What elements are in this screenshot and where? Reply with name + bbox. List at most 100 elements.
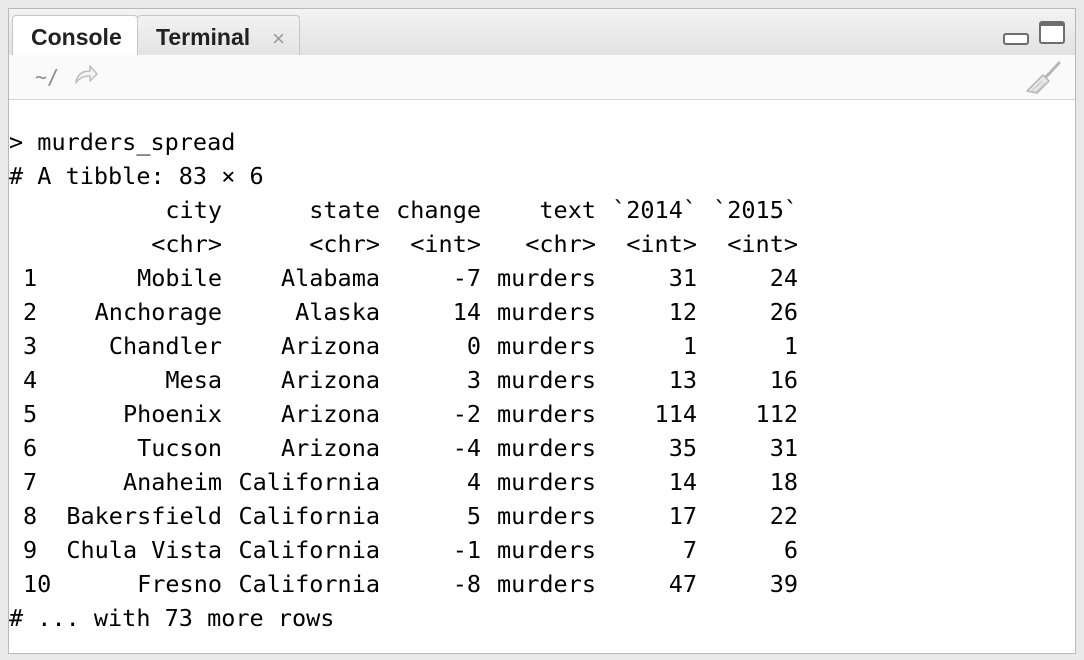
cell-change: -2 (452, 400, 481, 428)
cell-change: 4 (466, 468, 481, 496)
cell-2014: 1 (682, 332, 697, 360)
cell-2015: 26 (769, 298, 798, 326)
column-header-city: city (165, 196, 222, 224)
cell-2015: 1 (783, 332, 798, 360)
cell-text: murders (496, 366, 596, 394)
tab-console-label: Console (31, 24, 122, 50)
table-row: 8 Bakersfield California 5 murders 17 22 (9, 499, 1075, 533)
column-header-text: text (539, 196, 596, 224)
cell-change: 0 (466, 332, 481, 360)
command-line: > murders_spread (9, 125, 1075, 159)
cell-city: Tucson (137, 434, 222, 462)
table-row: 4 Mesa Arizona 3 murders 13 16 (9, 363, 1075, 397)
column-type-2014: <int> (626, 230, 697, 258)
column-header-change: change (396, 196, 481, 224)
column-header-2014: `2014` (612, 196, 697, 224)
cell-2014: 35 (668, 434, 697, 462)
table-header: city state change text `2014` `2015` (9, 193, 1075, 227)
cell-city: Mobile (137, 264, 222, 292)
row-index: 4 (23, 366, 38, 394)
cell-text: murders (496, 502, 596, 530)
table-row: 6 Tucson Arizona -4 murders 35 31 (9, 431, 1075, 465)
console-pane: Console Terminal × ~/ > murders_spread #… (8, 8, 1076, 654)
cell-change: 3 (466, 366, 481, 394)
cell-city: Phoenix (122, 400, 222, 428)
cell-text: murders (496, 536, 596, 564)
column-header-state: state (309, 196, 380, 224)
cell-city: Anchorage (94, 298, 222, 326)
row-index: 3 (23, 332, 38, 360)
table-body: 1 Mobile Alabama -7 murders 31 24 2 Anchorage Ala… (9, 261, 1075, 601)
cell-state: California (238, 502, 380, 530)
cell-2015: 39 (769, 570, 798, 598)
tab-bar: Console Terminal × (9, 9, 1075, 56)
cell-city: Fresno (137, 570, 222, 598)
cell-text: murders (496, 298, 596, 326)
cell-text: murders (496, 332, 596, 360)
cell-text: murders (496, 264, 596, 292)
tab-console[interactable]: Console (12, 15, 138, 56)
table-row: 3 Chandler Arizona 0 murders 1 1 (9, 329, 1075, 363)
clear-console-icon[interactable] (1023, 61, 1063, 100)
row-index: 6 (23, 434, 38, 462)
cell-state: Arizona (280, 332, 380, 360)
cell-2014: 12 (668, 298, 697, 326)
cell-2014: 47 (668, 570, 697, 598)
cell-change: -7 (452, 264, 481, 292)
cell-city: Bakersfield (66, 502, 222, 530)
table-row: 7 Anaheim California 4 murders 14 18 (9, 465, 1075, 499)
cell-2014: 7 (682, 536, 697, 564)
column-type-state: <chr> (309, 230, 380, 258)
cell-change: -4 (452, 434, 481, 462)
row-index: 1 (23, 264, 38, 292)
console-toolbar: ~/ (9, 55, 1075, 100)
cell-2014: 114 (654, 400, 697, 428)
cell-2015: 24 (769, 264, 798, 292)
table-types: <chr> <chr> <int> <chr> <int> <int> (9, 227, 1075, 261)
tab-terminal[interactable]: Terminal × (137, 15, 300, 55)
cell-change: 14 (452, 298, 481, 326)
cell-city: Anaheim (122, 468, 222, 496)
close-icon[interactable]: × (272, 26, 285, 51)
cell-2014: 13 (668, 366, 697, 394)
console-output[interactable]: > murders_spread # A tibble: 83 × 6 city… (9, 125, 1075, 635)
cell-change: 5 (466, 502, 481, 530)
go-to-directory-icon[interactable] (73, 63, 99, 92)
cell-state: Arizona (280, 434, 380, 462)
maximize-pane-button[interactable] (1039, 21, 1065, 44)
column-type-2015: <int> (727, 230, 798, 258)
row-index: 2 (23, 298, 38, 326)
cell-city: Chandler (108, 332, 222, 360)
cell-2014: 14 (668, 468, 697, 496)
minimize-pane-button[interactable] (1002, 33, 1029, 45)
cell-2014: 31 (668, 264, 697, 292)
cell-text: murders (496, 570, 596, 598)
table-footer: # ... with 73 more rows (9, 604, 335, 632)
working-directory[interactable]: ~/ (35, 65, 60, 89)
tab-terminal-label: Terminal (156, 24, 251, 50)
cell-2015: 31 (769, 434, 798, 462)
table-row: 1 Mobile Alabama -7 murders 31 24 (9, 261, 1075, 295)
cell-text: murders (496, 434, 596, 462)
table-row: 2 Anchorage Alaska 14 murders 12 26 (9, 295, 1075, 329)
cell-text: murders (496, 468, 596, 496)
cell-state: California (238, 468, 380, 496)
cell-2015: 16 (769, 366, 798, 394)
cell-state: California (238, 536, 380, 564)
cell-state: Arizona (280, 366, 380, 394)
cell-2015: 6 (783, 536, 798, 564)
cell-state: Alaska (295, 298, 380, 326)
column-type-city: <chr> (151, 230, 222, 258)
column-type-text: <chr> (525, 230, 596, 258)
row-index: 9 (23, 536, 38, 564)
row-index: 7 (23, 468, 38, 496)
table-row: 5 Phoenix Arizona -2 murders 114 112 (9, 397, 1075, 431)
cell-city: Mesa (165, 366, 222, 394)
window-controls (997, 21, 1065, 45)
row-index: 5 (23, 400, 38, 428)
cell-state: California (238, 570, 380, 598)
cell-state: Arizona (280, 400, 380, 428)
cell-change: -1 (452, 536, 481, 564)
cell-2015: 18 (769, 468, 798, 496)
row-index: 10 (23, 570, 52, 598)
